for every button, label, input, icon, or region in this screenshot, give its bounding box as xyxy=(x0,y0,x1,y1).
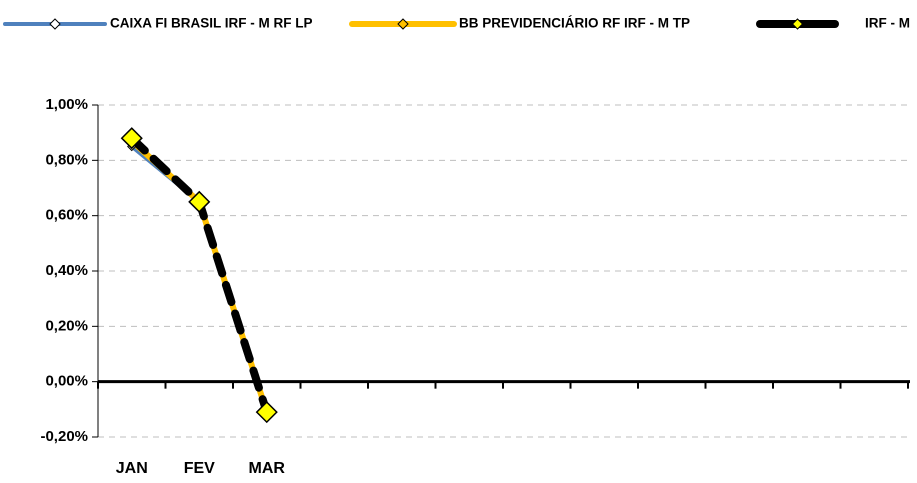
y-tick-label: 0,80% xyxy=(45,151,88,168)
x-tick-label: MAR xyxy=(249,460,286,477)
series-line xyxy=(128,137,270,416)
y-tick-label: 0,60% xyxy=(45,207,88,224)
y-tick-label: 0,20% xyxy=(45,317,88,334)
x-tick-label: FEV xyxy=(184,460,215,477)
y-tick-label: 0,00% xyxy=(45,373,88,390)
legend-label: IRF - M xyxy=(865,16,910,31)
legend-marker xyxy=(49,18,61,30)
legend-label: CAIXA FI BRASIL IRF - M RF LP xyxy=(110,16,313,31)
y-tick-label: -0,20% xyxy=(40,428,88,445)
marker xyxy=(120,127,143,150)
marker xyxy=(255,401,278,424)
legend-marker xyxy=(397,18,409,30)
y-tick-label: 1,00% xyxy=(45,96,88,113)
series-line xyxy=(129,144,269,415)
series-line xyxy=(127,134,271,417)
legend-label: BB PREVIDENCIÁRIO RF IRF - M TP xyxy=(459,16,690,31)
x-tick-label: JAN xyxy=(116,460,148,477)
marker xyxy=(188,190,211,213)
legend-marker xyxy=(791,18,804,30)
y-tick-label: 0,40% xyxy=(45,262,88,279)
